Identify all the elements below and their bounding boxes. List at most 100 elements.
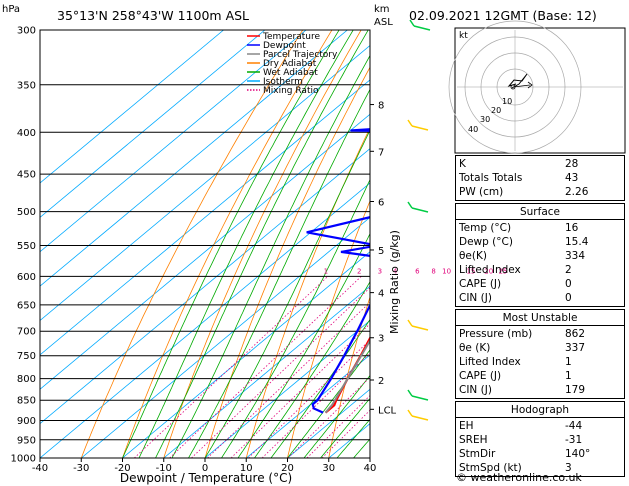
wet-adiabat-line: [303, 374, 370, 458]
wind-barb-flag: [407, 201, 413, 209]
isotherm-line: [40, 30, 307, 253]
series-dewpoint: [306, 128, 370, 414]
temp-tick-label: -20: [114, 463, 130, 474]
legend-label: Temperature: [262, 32, 320, 42]
legend-label: Dewpoint: [263, 41, 306, 51]
mixing-ratio-label: 15: [466, 267, 475, 275]
pressure-tick-label: 300: [17, 26, 36, 37]
wind-barbs: [407, 19, 431, 421]
pressure-tick-label: 650: [17, 300, 36, 311]
hodograph-stats-title: Hodograph: [456, 403, 624, 418]
background-lines: [40, 30, 370, 458]
surface-box: Surface Temp (°C) 16 Dewp (°C) 15.4 θe(K) 3…: [455, 203, 625, 307]
asl-label: ASL: [374, 17, 393, 28]
legend-label: Mixing Ratio: [263, 86, 319, 96]
km-tick-label: 3: [378, 334, 384, 345]
temp-tick-label: 20: [281, 463, 294, 474]
hpa-label: hPa: [2, 4, 20, 15]
temp-tick-label: 30: [322, 463, 335, 474]
hodograph-ring-10: 10: [502, 97, 512, 106]
km-tick-label: 6: [378, 198, 384, 209]
surface-row: Lifted Index 2: [459, 264, 572, 276]
mixing-ratio-label: 25: [498, 267, 507, 275]
storm-vector-arrow-icon: [527, 81, 533, 89]
temp-tick-label: 0: [202, 463, 208, 474]
mixing-ratio-line: [169, 276, 362, 458]
mixing-ratio-label: 10: [442, 267, 451, 275]
km-tick-label: 7: [378, 147, 384, 158]
pressure-tick-label: 750: [17, 351, 36, 362]
surface-row: θe(K) 334: [459, 250, 586, 262]
km-tick-label: 4: [378, 289, 384, 300]
mixing-ratio-line: [261, 352, 370, 458]
wind-barb-flag: [407, 389, 413, 397]
mixing-ratio-label: 20: [484, 267, 493, 275]
wet-adiabat-line: [287, 349, 370, 458]
legend-label: Wet Adiabat: [263, 68, 318, 78]
surface-title: Surface: [456, 205, 624, 220]
mu-row: Lifted Index 1: [459, 356, 572, 368]
mu-row: θe (K) 337: [459, 342, 586, 354]
pressure-tick-label: 600: [17, 272, 36, 283]
mu-row: CIN (J) 179: [459, 384, 586, 396]
hodograph-trace: [507, 73, 528, 89]
pressure-tick-label: 700: [17, 327, 36, 338]
pressure-axis: 300 350 400 450 500 550 600 650 700 750 800 850 900 9…: [11, 26, 36, 465]
hodograph-ring-40: 40: [468, 125, 478, 134]
isotherm-line: [204, 319, 370, 458]
hodograph-ring-20: 20: [491, 106, 501, 115]
surface-row: CIN (J) 0: [459, 292, 572, 304]
mixing-ratio-axis-label: Mixing Ratio (g/kg): [388, 230, 401, 334]
hodograph-stats-box: Hodograph EH -44 SREH -31 StmDir 140° StmSp…: [455, 401, 625, 477]
mixing-ratio-line: [191, 287, 370, 458]
profile-series: [306, 128, 370, 414]
wind-barb-icon: [411, 207, 429, 213]
km-tick-label: LCL: [378, 405, 397, 416]
isotherm-line: [40, 148, 370, 425]
wet-adiabat-line: [270, 318, 370, 458]
mixing-ratio-label: 8: [431, 267, 435, 275]
wind-barb-flag: [407, 119, 413, 127]
km-tick-label: 8: [378, 101, 384, 112]
index-row-pw: PW (cm) 2.26: [459, 186, 589, 198]
mixing-ratio-label: 4: [393, 267, 398, 275]
isotherm-line: [163, 285, 370, 458]
temp-tick-label: -40: [32, 463, 48, 474]
wind-barb-icon: [411, 325, 429, 331]
temp-tick-label: -10: [156, 463, 172, 474]
mixing-ratio-label: 6: [415, 267, 420, 275]
hodo-row: SREH -31: [459, 434, 583, 446]
height-axis: 8 7 6 5 4 3 2 LCL: [370, 101, 397, 416]
temp-tick-label: 40: [364, 463, 377, 474]
wind-barb-icon: [411, 395, 429, 401]
km-tick-label: 5: [378, 246, 384, 257]
pressure-tick-label: 500: [17, 207, 36, 218]
isotherm-line: [40, 44, 370, 322]
stats-panel: K 28 Totals Totals 43 PW (cm) 2.26 Surface …: [455, 155, 625, 479]
isotherm-line: [40, 79, 370, 356]
pressure-tick-label: 450: [17, 170, 36, 181]
pressure-tick-label: 900: [17, 416, 36, 427]
isotherm-line: [40, 30, 224, 184]
surface-row: Temp (°C) 16: [459, 222, 579, 234]
wet-adiabat-line: [320, 397, 370, 458]
mixing-ratio-line: [230, 323, 370, 458]
wind-barb-icon: [411, 415, 429, 421]
wind-barb-flag: [409, 19, 415, 27]
temp-tick-label: -30: [73, 463, 89, 474]
pressure-tick-label: 1000: [11, 454, 36, 465]
isotherm-line: [81, 216, 370, 458]
pressure-tick-label: 850: [17, 396, 36, 407]
isotherm-line: [40, 30, 266, 218]
mixing-ratio-line: [207, 301, 370, 458]
pressure-tick-label: 800: [17, 374, 36, 385]
x-axis-label: Dewpoint / Temperature (°C): [120, 471, 292, 485]
pressure-tick-label: 550: [17, 241, 36, 252]
hodo-row: StmDir 140°: [459, 448, 591, 460]
mu-row: Pressure (mb) 862: [459, 328, 586, 340]
copyright-footer: © weatheronline.co.uk: [456, 471, 582, 484]
hodograph-ring-30: 30: [480, 115, 490, 124]
series-parcel-trajectory: [324, 338, 370, 414]
hodo-row: StmSpd (kt) 3: [459, 462, 572, 474]
wind-barb-flag: [407, 409, 413, 417]
